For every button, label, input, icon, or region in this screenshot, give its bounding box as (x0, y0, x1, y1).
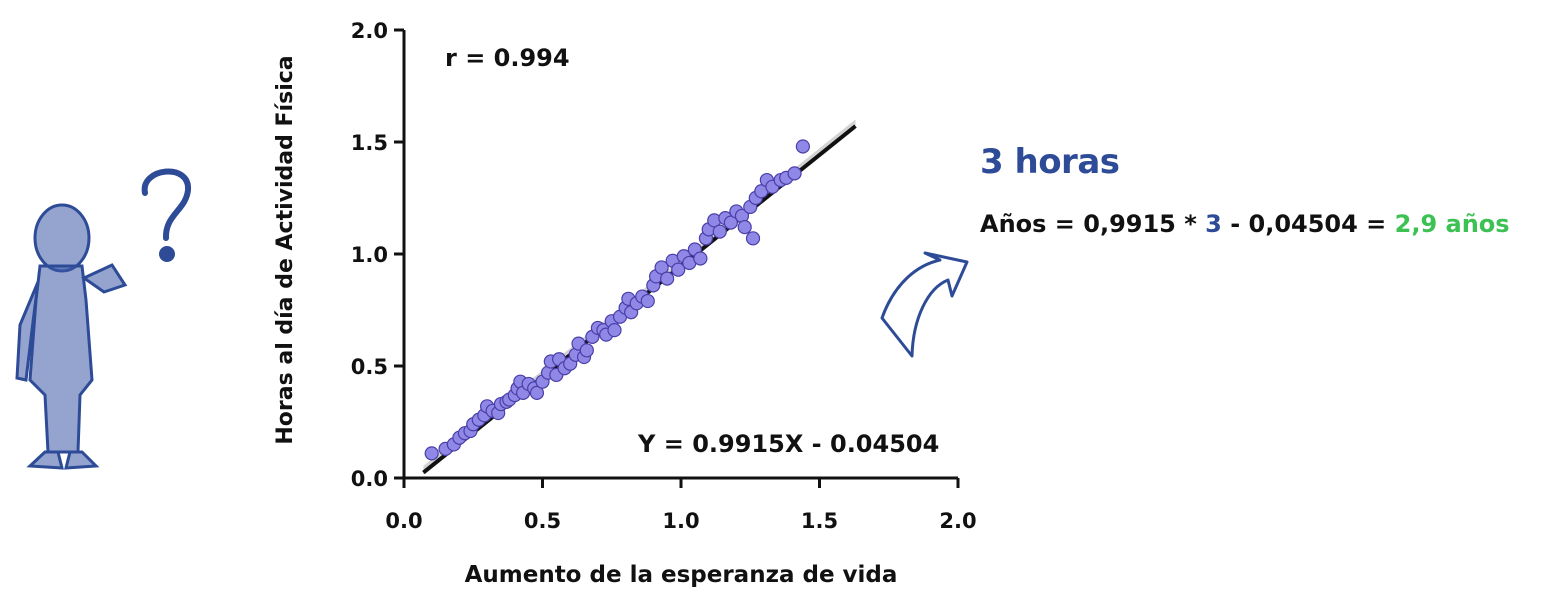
hours-title: 3 horas (980, 142, 1120, 182)
data-point (640, 293, 655, 309)
data-point (723, 215, 738, 230)
data-point (579, 343, 594, 358)
x-axis-label: Aumento de la esperanza de vida (465, 562, 898, 588)
years-formula: Años = 0,9915 * 3 - 0,04504 = 2,9 años (980, 210, 1510, 238)
data-point (654, 260, 669, 275)
data-point (693, 251, 708, 266)
x-tick-label: 1.5 (801, 509, 838, 533)
y-axis-label: Horas al día de Actividad Física (273, 55, 298, 444)
data-point (737, 220, 752, 235)
x-tick-label: 0.5 (524, 509, 561, 533)
data-point (529, 385, 545, 400)
data-point (795, 139, 810, 154)
data-point (660, 271, 675, 286)
y-tick-label: 1.0 (351, 243, 388, 267)
thinking-person-icon (15, 203, 128, 470)
formula-hours: 3 (1205, 210, 1222, 238)
x-tick-label: 0.0 (385, 509, 422, 533)
x-tick-label: 1.0 (662, 509, 699, 533)
data-point (607, 323, 622, 338)
formula-result: 2,9 años (1394, 210, 1510, 238)
data-point (745, 231, 761, 246)
correlation-label: r = 0.994 (445, 44, 570, 72)
formula-mid: - 0,04504 = (1221, 210, 1395, 238)
data-point (424, 446, 439, 461)
y-tick-label: 1.5 (351, 131, 388, 155)
y-tick-label: 2.0 (351, 19, 388, 43)
data-point (671, 262, 686, 277)
formula-prefix: Años = 0,9915 * (980, 210, 1206, 238)
y-tick-label: 0.5 (351, 355, 388, 379)
data-points (424, 139, 810, 461)
tick-labels: 0.0 0.5 1.0 1.5 2.0 0.0 0.5 1.0 1.5 2.0 (351, 19, 977, 533)
question-mark-icon (141, 168, 191, 262)
data-point (712, 224, 727, 239)
equation-label: Y = 0.9915X - 0.04504 (637, 430, 939, 458)
y-tick-label: 0.0 (351, 467, 388, 491)
curved-arrow-icon (880, 251, 969, 358)
plot-axes (394, 28, 960, 488)
data-point (787, 166, 802, 181)
x-tick-label: 2.0 (939, 509, 976, 533)
